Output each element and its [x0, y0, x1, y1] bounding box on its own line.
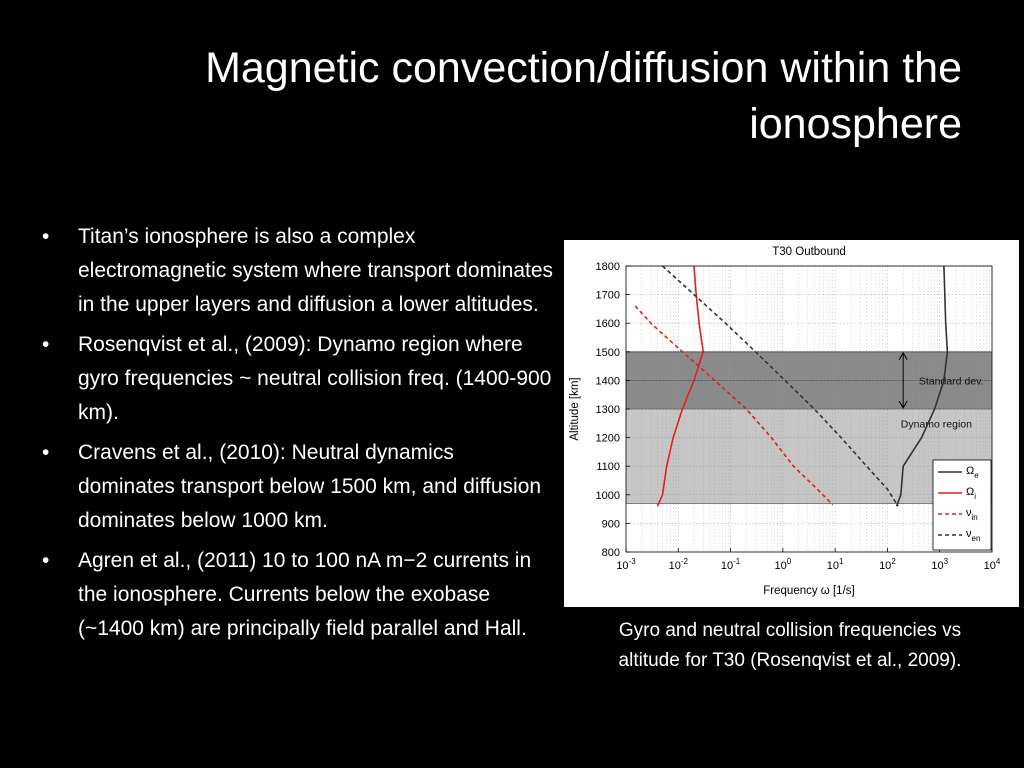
x-tick-label: 102 — [879, 557, 896, 572]
y-tick-label: 1500 — [596, 347, 620, 359]
bullet-item: • Rosenqvist et al., (2009): Dynamo regio… — [42, 328, 554, 430]
legend-box — [932, 459, 992, 551]
y-tick-label: 1700 — [596, 290, 620, 302]
x-tick-label: 10-3 — [616, 557, 636, 572]
slide-title: Magnetic convection/diffusion within the… — [205, 44, 962, 148]
series-line — [634, 305, 834, 506]
legend-label: Ωi — [966, 486, 976, 501]
bullet-marker: • — [42, 549, 50, 572]
band-label: Dynamo region — [901, 418, 972, 430]
y-tick-label: 900 — [602, 518, 620, 530]
y-tick-label: 1200 — [596, 433, 620, 445]
x-tick-label: 100 — [775, 557, 792, 572]
bullet-list: • Titan’s ionosphere is also a complex el… — [42, 220, 554, 652]
series-line — [656, 265, 705, 507]
x-axis-label: Frequency ω [1/s] — [763, 585, 854, 597]
bullet-marker: • — [42, 333, 50, 356]
band-label: Standard dev. — [919, 375, 984, 387]
bullet-text: Cravens et al., (2010): Neutral dynamics… — [78, 441, 542, 532]
std-dev-arrow-head — [898, 351, 908, 361]
bullet-item: • Titan’s ionosphere is also a complex el… — [42, 220, 554, 322]
y-axis-label: Altitude [km] — [569, 377, 581, 440]
altitude-frequency-chart: Standard dev. Dynamo region 800 900 1000 1100… — [569, 246, 1001, 597]
y-tick-label: 1400 — [596, 375, 620, 387]
bullet-text: Rosenqvist et al., (2009): Dynamo region… — [78, 333, 552, 424]
std-dev-arrow-head — [898, 400, 908, 410]
bullet-text: Titan’s ionosphere is also a complex ele… — [78, 225, 554, 316]
chart-figure: Standard dev. Dynamo region 800 900 1000 1100… — [564, 240, 1019, 607]
y-tick-label: 1100 — [596, 461, 620, 473]
x-tick-label: 10-1 — [721, 557, 741, 572]
y-tick-label: 1000 — [596, 490, 620, 502]
x-tick-label: 10-2 — [669, 557, 689, 572]
figure-caption: Gyro and neutral collision frequencies v… — [618, 620, 962, 671]
bullet-marker: • — [42, 225, 50, 248]
y-tick-label: 1600 — [596, 318, 620, 330]
bullet-item: • Cravens et al., (2010): Neutral dynamic… — [42, 436, 554, 538]
x-tick-label: 103 — [931, 557, 948, 572]
series-line — [895, 265, 949, 507]
x-tick-label: 101 — [827, 557, 844, 572]
bullet-marker: • — [42, 441, 50, 464]
chart-title: T30 Outbound — [772, 246, 846, 258]
y-tick-label: 800 — [602, 547, 620, 559]
y-tick-label: 1300 — [596, 404, 620, 416]
legend-label: νen — [966, 528, 980, 543]
x-tick-label: 104 — [984, 557, 1001, 572]
bullet-text: Agren et al., (2011) 10 to 100 nA m−2 cu… — [78, 549, 532, 640]
y-tick-label: 1800 — [596, 261, 620, 273]
legend-label: νin — [966, 507, 978, 522]
legend-label: Ωe — [966, 465, 979, 480]
series-line — [661, 265, 899, 507]
bullet-item: • Agren et al., (2011) 10 to 100 nA m−2 … — [42, 544, 554, 646]
